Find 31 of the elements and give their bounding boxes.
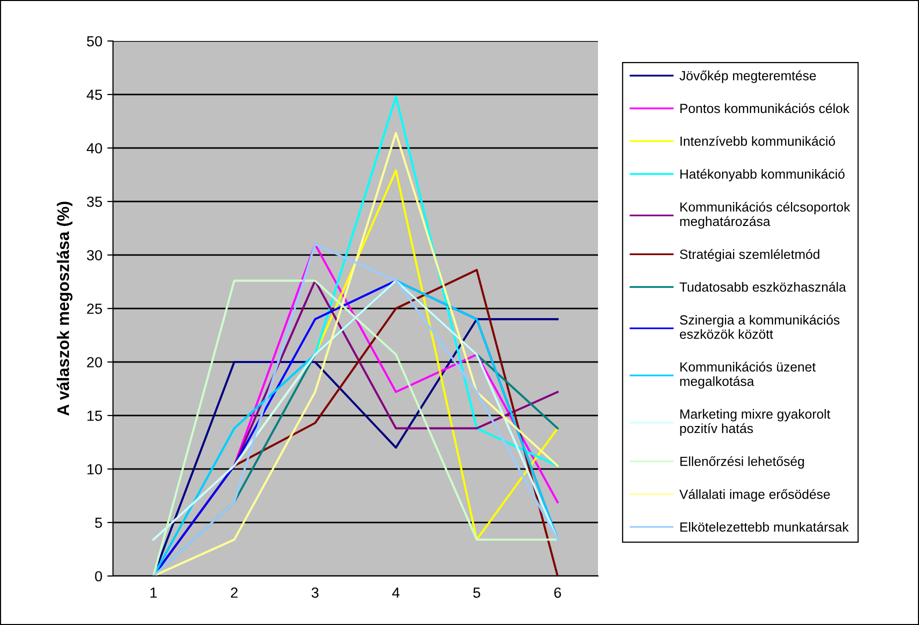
legend-label: Stratégiai szemléletmód bbox=[680, 249, 820, 262]
legend-label: Pontos kommunikációs célok bbox=[680, 103, 850, 114]
x-tick-label: 2 bbox=[230, 587, 238, 598]
x-tick-label: 3 bbox=[312, 587, 318, 598]
y-tick-label: 35 bbox=[86, 196, 102, 207]
x-tick-label: 5 bbox=[473, 588, 480, 598]
legend-label: Jövőkép megteremtése bbox=[680, 70, 816, 83]
legend-label: Kommunikációs célcsoportok meghatározása bbox=[680, 202, 850, 229]
legend-label: Szinergia a kommunikációs eszközök között bbox=[680, 314, 840, 339]
legend-label: Ellenőrzési lehetőség bbox=[680, 456, 804, 469]
legend-label: Tudatosabb eszközhasznála bbox=[680, 282, 846, 292]
x-tick-label: 6 bbox=[554, 587, 561, 598]
x-tick-label: 4 bbox=[392, 588, 400, 598]
y-tick-label: 40 bbox=[86, 143, 102, 154]
y-tick-label: 0 bbox=[95, 571, 102, 582]
y-tick-label: 10 bbox=[87, 464, 102, 474]
legend-label: Elkötelezettebb munkatársak bbox=[680, 522, 849, 532]
y-tick-label: 25 bbox=[87, 304, 102, 314]
y-tick-label: 15 bbox=[87, 410, 102, 421]
y-tick-label: 50 bbox=[86, 36, 102, 46]
legend-label: Hatékonyabb kommunikáció bbox=[680, 168, 845, 182]
y-tick-label: 20 bbox=[87, 357, 102, 368]
y-tick-label: 5 bbox=[95, 518, 102, 528]
legend-label: Marketing mixre gyakorolt pozitív hatás bbox=[680, 409, 830, 436]
legend-label: Vállalati image erősödése bbox=[679, 489, 830, 502]
y-axis-title: A válaszok megoszlása (%) bbox=[56, 202, 72, 416]
y-tick-label: 30 bbox=[86, 250, 102, 260]
legend-label: Kommunikációs üzenet megalkotása bbox=[680, 362, 816, 389]
legend-label: Intenzívebb kommunikáció bbox=[680, 136, 835, 146]
x-tick-label: 1 bbox=[150, 588, 157, 598]
y-tick-label: 45 bbox=[86, 90, 102, 100]
